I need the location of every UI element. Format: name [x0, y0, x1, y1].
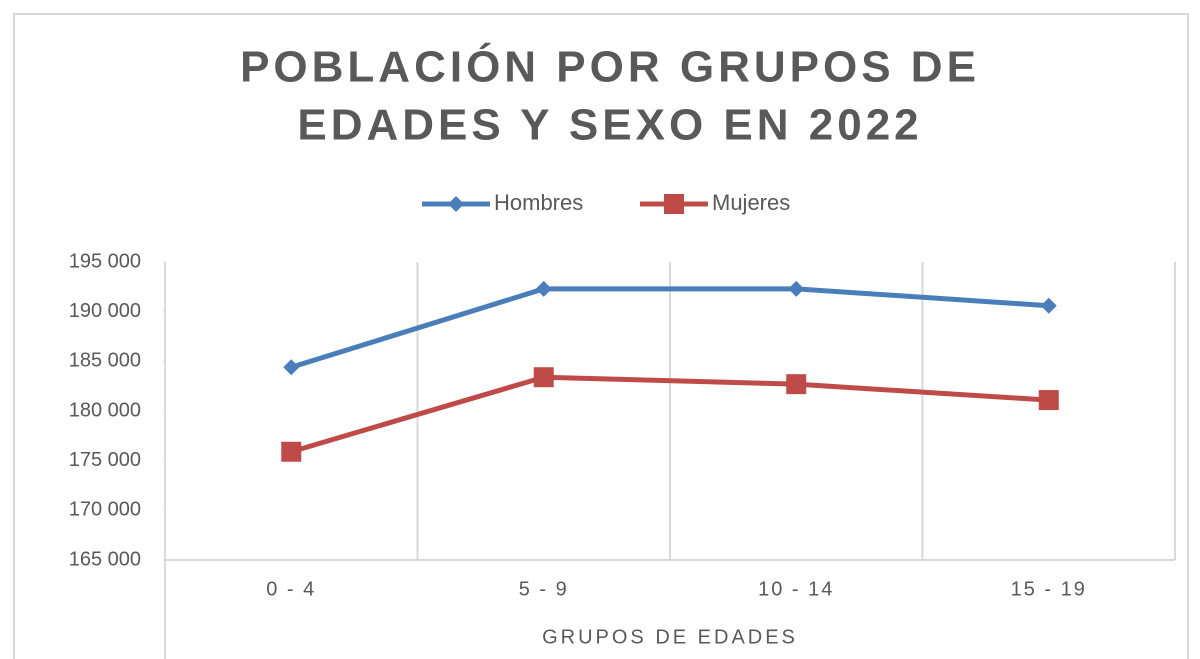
point	[786, 374, 807, 395]
point	[788, 280, 805, 297]
point	[1040, 297, 1057, 314]
x-tick-label: 5 - 9	[519, 578, 569, 600]
y-tick-label: 170 000	[69, 499, 141, 521]
y-tick-label: 195 000	[69, 250, 141, 272]
point	[281, 441, 302, 462]
x-tick-label: 10 - 14	[758, 578, 834, 600]
point	[1038, 390, 1059, 411]
chart-border	[13, 13, 1189, 659]
x-tick-label: 15 - 19	[1011, 578, 1087, 600]
x-axis-label: GRUPOS DE EDADES	[542, 626, 798, 648]
y-tick-label: 190 000	[69, 300, 141, 322]
x-tick-label: 0 - 4	[266, 578, 316, 600]
point	[448, 196, 464, 212]
legend-label: Mujeres	[712, 190, 790, 215]
point	[283, 359, 300, 376]
line	[290, 286, 1049, 370]
point	[664, 194, 684, 214]
point	[533, 367, 554, 388]
y-tick-label: 175 000	[69, 449, 141, 471]
chart-title: POBLACIÓN POR GRUPOS DE	[240, 42, 980, 92]
point	[535, 280, 552, 297]
y-tick-label: 165 000	[69, 548, 141, 570]
y-tick-label: 185 000	[69, 350, 141, 372]
legend-label: Hombres	[494, 190, 583, 215]
chart-title: EDADES Y SEXO EN 2022	[297, 101, 922, 150]
y-tick-label: 180 000	[69, 399, 141, 421]
line	[290, 374, 1049, 455]
